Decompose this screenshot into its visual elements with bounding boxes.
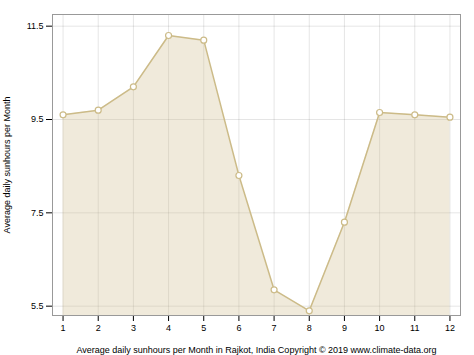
svg-text:6: 6 xyxy=(236,323,241,333)
svg-text:5.5: 5.5 xyxy=(31,301,44,311)
svg-text:9.5: 9.5 xyxy=(31,114,44,124)
svg-text:7: 7 xyxy=(272,323,277,333)
svg-text:7.5: 7.5 xyxy=(31,208,44,218)
svg-text:3: 3 xyxy=(131,323,136,333)
svg-text:8: 8 xyxy=(307,323,312,333)
svg-text:1: 1 xyxy=(61,323,66,333)
svg-text:12: 12 xyxy=(445,323,455,333)
svg-text:11: 11 xyxy=(410,323,419,333)
svg-text:2: 2 xyxy=(96,323,101,333)
svg-text:10: 10 xyxy=(375,323,385,333)
svg-text:11.5: 11.5 xyxy=(27,21,44,31)
svg-text:9: 9 xyxy=(342,323,347,333)
svg-text:Average daily sunhours per Mon: Average daily sunhours per Month xyxy=(2,97,12,234)
svg-text:5: 5 xyxy=(201,323,206,333)
svg-text:Average daily sunhours per Mon: Average daily sunhours per Month in Rajk… xyxy=(76,345,436,355)
svg-text:4: 4 xyxy=(166,323,171,333)
